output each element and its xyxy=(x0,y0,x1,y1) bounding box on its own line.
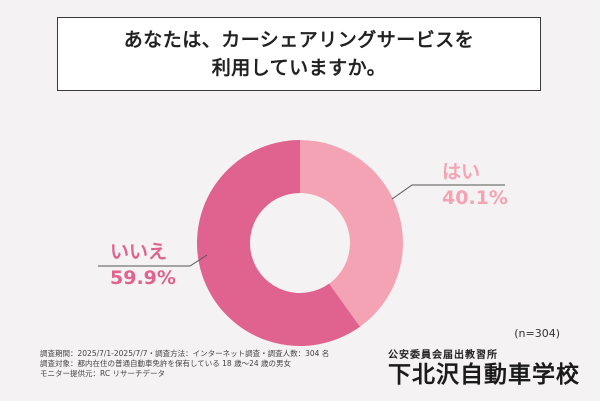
footnote-target: 調査対象：都内在住の普通自動車免許を保有している 18 歳～24 歳の男女 xyxy=(40,359,292,368)
school-logo: 公安委員会届出教習所 下北沢自動車学校 xyxy=(388,346,580,389)
sample-size-note: (n=304) xyxy=(514,327,560,340)
category-label-yes: はい xyxy=(442,161,481,183)
slice-label-yes: はい 40.1% xyxy=(442,160,508,212)
title-line-1: あなたは、カーシェアリングサービスを xyxy=(123,29,475,51)
title-box: あなたは、カーシェアリングサービスを 利用していますか。 xyxy=(57,17,541,91)
donut-slice-no xyxy=(196,140,361,346)
title-line-2: 利用していますか。 xyxy=(211,57,387,79)
percent-label-no: 59.9% xyxy=(110,267,176,289)
percent-label-yes: 40.1% xyxy=(442,187,508,209)
logo-name: 下北沢自動車学校 xyxy=(388,362,580,388)
slice-label-no: いいえ 59.9% xyxy=(110,240,176,292)
leader-line-yes xyxy=(391,184,505,200)
donut-slice-yes xyxy=(300,140,403,327)
logo-subtitle: 公安委員会届出教習所 xyxy=(388,350,498,361)
survey-footnotes: 調査期間：2025/7/1-2025/7/7・調査方法：インターネット調査・調査… xyxy=(40,349,329,379)
footnote-source: モニター提供元：RC リサーチデータ xyxy=(40,369,165,378)
footnote-period: 調査期間：2025/7/1-2025/7/7・調査方法：インターネット調査・調査… xyxy=(40,349,330,358)
leader-line-no xyxy=(98,254,208,267)
category-label-no: いいえ xyxy=(110,241,168,263)
